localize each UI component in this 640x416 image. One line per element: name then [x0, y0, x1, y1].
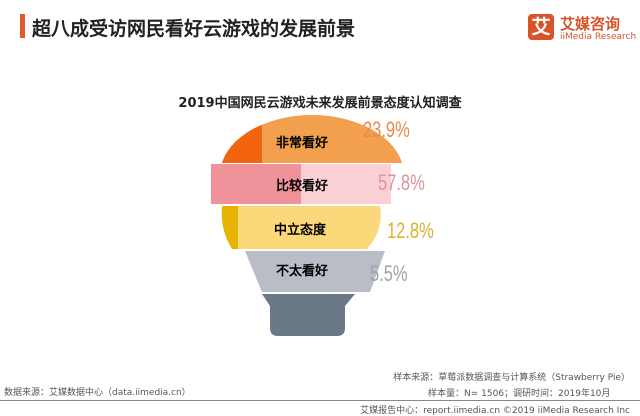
report-credit: 艾媒报告中心：report.iimedia.cn ©2019 iiMedia R…: [360, 406, 630, 416]
logo-subtext: iiMedia Research: [560, 32, 637, 42]
title-accent: [20, 14, 25, 38]
segment-1-light: [301, 164, 391, 204]
data-source: 数据来源：艾媒数据中心（data.iimedia.cn）: [4, 388, 191, 398]
segment-2: [221, 206, 238, 249]
data-label: 5.5%: [370, 261, 408, 286]
segment-1: [211, 164, 301, 204]
segment-0: [220, 115, 262, 163]
logo-mark: 艾: [528, 14, 554, 40]
chart-title: 2019中国网民云游戏未来发展前景态度认知调查: [178, 96, 462, 111]
segment-3: [245, 251, 385, 292]
category-label: 中立态度: [274, 223, 327, 238]
sample-source: 样本来源：草莓派数据调查与计算系统（Strawberry Pie）: [393, 373, 630, 383]
segment-2-main: [238, 206, 381, 249]
divider: [0, 400, 640, 401]
page-title: 超八成受访网民看好云游戏的发展前景: [32, 18, 356, 40]
data-label: 57.8%: [378, 170, 425, 195]
category-label: 比较看好: [276, 179, 329, 194]
sample-size: 样本量：N= 1506；调研时间：2019年10月: [428, 389, 611, 399]
data-label: 12.8%: [387, 218, 434, 243]
category-label: 不太看好: [276, 264, 329, 279]
bulb-base: [262, 294, 355, 336]
logo-text: 艾媒咨询: [560, 15, 621, 33]
data-label: 23.9%: [363, 117, 410, 142]
category-label: 非常看好: [276, 136, 329, 151]
